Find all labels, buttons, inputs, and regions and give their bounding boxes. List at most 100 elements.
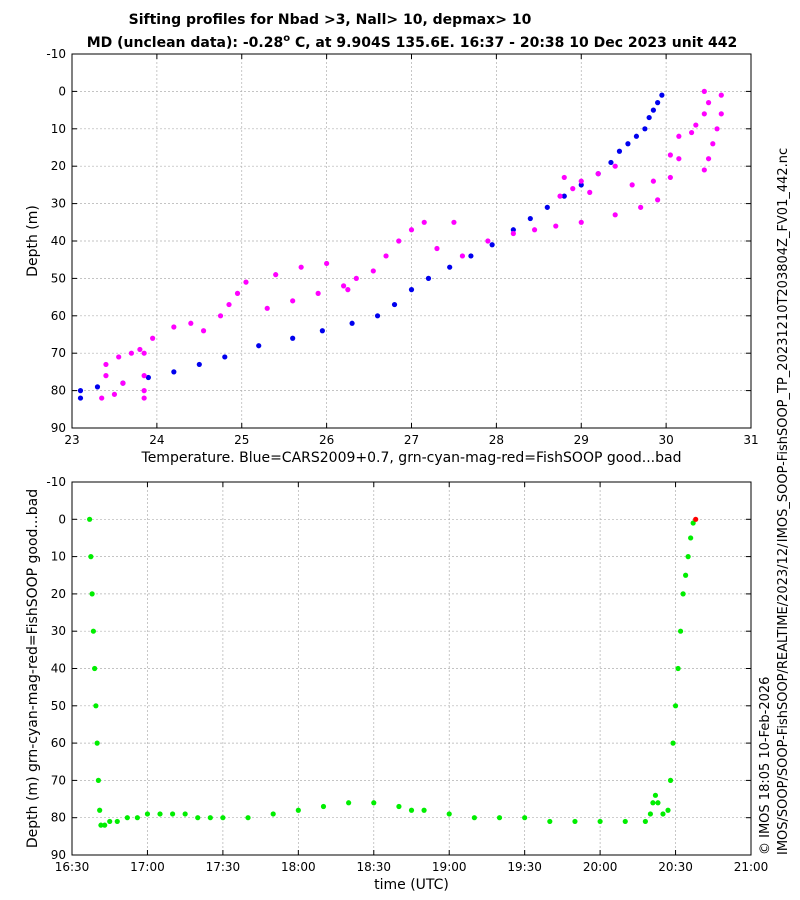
data-point xyxy=(553,223,559,229)
data-point xyxy=(701,111,707,117)
data-point xyxy=(141,373,147,379)
data-point xyxy=(685,554,691,560)
data-point xyxy=(652,792,659,798)
data-point xyxy=(616,148,623,154)
data-point xyxy=(98,822,104,828)
data-point xyxy=(97,807,103,813)
series-blue xyxy=(77,92,665,401)
y-tick-label: 30 xyxy=(51,624,66,638)
data-point xyxy=(688,535,694,541)
data-point xyxy=(371,800,377,806)
x-tick-label: 18:30 xyxy=(356,860,391,874)
data-point xyxy=(434,245,440,252)
filename-label: IMOS_SOOP-FishSOOP_TP_20231210T203804Z_F… xyxy=(776,148,791,542)
data-point xyxy=(471,815,477,821)
data-point xyxy=(92,665,98,672)
data-point xyxy=(451,219,457,225)
y-tick-label: 60 xyxy=(51,309,66,323)
x-tick-label: 26 xyxy=(319,433,334,447)
y-tick-label: 90 xyxy=(51,848,66,862)
data-point xyxy=(102,822,108,828)
data-point xyxy=(642,818,648,825)
data-point xyxy=(544,204,550,210)
data-point xyxy=(196,361,202,368)
data-point xyxy=(527,215,533,222)
data-point xyxy=(77,388,84,394)
y-tick-label: 20 xyxy=(51,587,66,601)
data-point xyxy=(718,92,724,98)
data-point xyxy=(315,290,321,296)
y-axis-label: Depth (m) grn-cyan-mag-red=FishSOOP good… xyxy=(25,489,41,848)
data-point xyxy=(157,811,163,817)
data-point xyxy=(114,818,120,825)
data-point xyxy=(421,219,427,225)
data-point xyxy=(111,391,118,397)
data-point xyxy=(659,92,665,98)
data-point xyxy=(578,178,584,184)
data-point xyxy=(134,815,140,821)
data-point xyxy=(718,111,724,117)
copyright-label: © IMOS 18:05 10-Feb-2026 xyxy=(758,677,773,855)
data-point xyxy=(345,287,351,293)
data-point xyxy=(597,818,603,825)
data-point xyxy=(705,100,712,106)
data-point xyxy=(561,193,567,199)
x-tick-label: 16:30 xyxy=(55,860,90,874)
y-tick-label: 50 xyxy=(51,699,66,713)
y-tick-label: 40 xyxy=(51,234,66,248)
data-point xyxy=(324,260,330,267)
data-point xyxy=(680,591,686,597)
data-point xyxy=(629,182,635,188)
data-point xyxy=(226,301,232,308)
data-point xyxy=(650,107,656,113)
data-point xyxy=(676,156,682,162)
data-point xyxy=(290,298,296,304)
y-axis-label: Depth (m) xyxy=(25,205,41,277)
data-point xyxy=(89,591,95,597)
y-tick-label: 30 xyxy=(51,197,66,211)
data-point xyxy=(595,171,601,177)
data-point xyxy=(683,572,689,578)
data-point xyxy=(489,242,495,248)
data-point xyxy=(701,88,707,94)
x-tick-label: 30 xyxy=(658,433,673,447)
data-point xyxy=(234,290,241,296)
data-point xyxy=(94,384,101,390)
data-point xyxy=(207,815,213,821)
data-point xyxy=(349,320,355,326)
data-point xyxy=(510,230,516,237)
data-point xyxy=(169,811,176,817)
data-point xyxy=(578,219,584,225)
data-point xyxy=(171,369,177,375)
y-tick-label: -10 xyxy=(46,47,66,61)
data-point xyxy=(346,800,352,806)
data-point xyxy=(625,141,631,147)
data-point xyxy=(650,178,656,184)
y-tick-label: 70 xyxy=(51,773,66,787)
data-point xyxy=(374,313,381,319)
x-tick-label: 20:00 xyxy=(583,860,618,874)
data-point xyxy=(633,133,640,139)
data-point xyxy=(145,374,151,381)
data-point xyxy=(370,268,376,274)
x-tick-label: 28 xyxy=(489,433,504,447)
data-point xyxy=(90,628,96,634)
data-point xyxy=(446,811,452,817)
x-tick-label: 24 xyxy=(149,433,164,447)
data-point xyxy=(245,815,251,821)
data-point xyxy=(195,815,201,821)
data-point xyxy=(94,740,100,746)
data-point xyxy=(612,163,618,169)
y-tick-label: 60 xyxy=(51,736,66,750)
data-point xyxy=(137,346,143,353)
data-point xyxy=(391,301,398,308)
series-red xyxy=(693,516,699,522)
data-point xyxy=(290,335,296,341)
data-point xyxy=(608,159,614,166)
y-tick-label: 80 xyxy=(51,811,66,825)
data-point xyxy=(88,554,94,560)
y-tick-label: 0 xyxy=(58,84,66,98)
chart-title-line1: Sifting profiles for Nbad >3, Nall> 10, … xyxy=(129,12,532,28)
data-point xyxy=(421,807,427,813)
